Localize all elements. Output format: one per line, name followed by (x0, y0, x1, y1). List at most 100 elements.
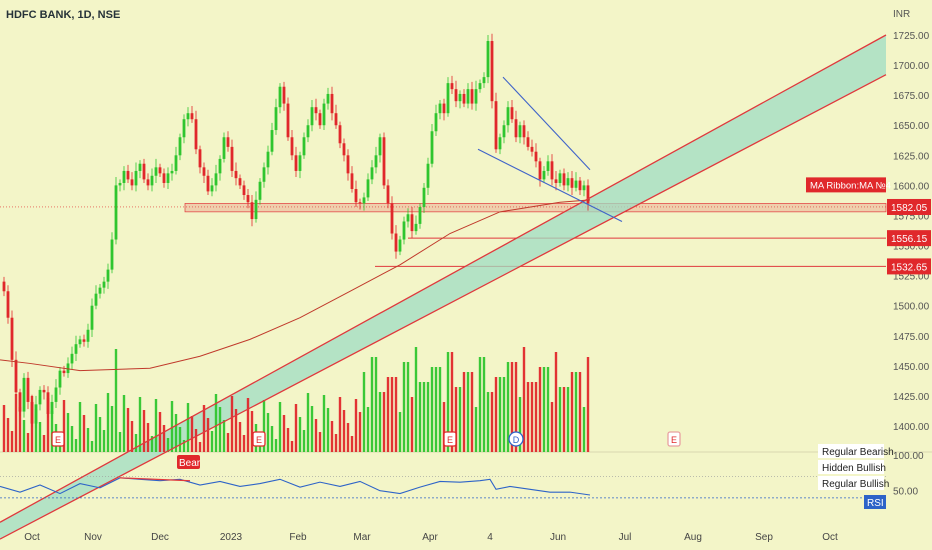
volume-bar (582, 407, 586, 452)
candle-body (410, 214, 414, 232)
candle-body (502, 125, 506, 138)
candle-body (422, 187, 426, 208)
volume-bar (342, 410, 346, 452)
volume-bar (526, 382, 530, 452)
volume-bar (290, 441, 294, 452)
candle-body (282, 86, 286, 104)
volume-bar (190, 416, 194, 452)
earnings-e: E (51, 431, 65, 447)
candle-body (94, 293, 98, 306)
candle-body (394, 233, 398, 252)
candle-body (182, 119, 186, 138)
candle-body (534, 151, 538, 162)
volume-bar (50, 411, 54, 452)
candle-body (290, 137, 294, 156)
candle-body (426, 163, 430, 188)
y-tick-label: 1650.00 (893, 121, 930, 132)
volume-bar (70, 426, 74, 452)
volume-bar (378, 392, 382, 452)
volume-bar (554, 352, 558, 452)
volume-bar (42, 435, 46, 452)
y-tick-label: 1400.00 (893, 422, 930, 433)
volume-bar (158, 412, 162, 452)
currency-label: INR (893, 9, 910, 20)
y-tick-label: 1600.00 (893, 181, 930, 192)
candle-body (6, 291, 10, 318)
volume-bar (318, 432, 322, 452)
candle-body (178, 137, 182, 156)
candle-body (86, 329, 90, 342)
volume-bar (134, 434, 138, 452)
candle-body (210, 185, 214, 192)
volume-bar (426, 382, 430, 452)
volume-bar (330, 421, 334, 452)
y-tick-label: 1675.00 (893, 91, 930, 102)
bear-label: Bear (179, 458, 201, 469)
candle-body (406, 214, 410, 222)
y-tick-label: 1725.00 (893, 31, 930, 42)
x-tick-label: Dec (151, 532, 169, 543)
candle-body (434, 113, 438, 132)
marker-label: E (671, 435, 677, 445)
candle-body (570, 178, 574, 188)
volume-bar (174, 414, 178, 452)
volume-bar (350, 436, 354, 452)
candle-body (522, 125, 526, 138)
candle-body (446, 83, 450, 114)
volume-bar (478, 357, 482, 452)
volume-bar (322, 395, 326, 452)
volume-bar (226, 433, 230, 452)
candle-body (442, 103, 446, 114)
rsi-legend-item: Regular Bearish (822, 447, 894, 458)
candle-body (70, 353, 74, 364)
wedge-lower (477, 148, 623, 222)
candle-body (110, 239, 114, 270)
volume-bar (122, 395, 126, 452)
rsi-tag-bg (864, 495, 886, 509)
candle-body (462, 93, 466, 104)
volume-bar (466, 372, 470, 452)
volume-bar (206, 418, 210, 452)
candle-body (470, 89, 474, 104)
volume-bar (550, 402, 554, 452)
y-tick-label: 1700.00 (893, 61, 930, 72)
rsi-line (0, 477, 591, 496)
volume-bar (130, 421, 134, 452)
volume-bar (414, 347, 418, 452)
volume-bar (382, 392, 386, 452)
x-tick-label: Feb (289, 532, 307, 543)
candle-body (582, 185, 586, 191)
candle-body (574, 180, 578, 188)
volume-bar (434, 367, 438, 452)
candle-body (374, 155, 378, 168)
candle-body (154, 167, 158, 176)
volume-bar (314, 419, 318, 452)
candle-body (330, 93, 334, 114)
x-tick-label: Jun (550, 532, 566, 543)
candle-body (366, 179, 370, 198)
rsi-legend-bg (818, 460, 884, 474)
volume-bar (214, 394, 218, 452)
volume-bar (362, 372, 366, 452)
candle-body (378, 137, 382, 156)
candle-body (150, 175, 154, 186)
volume-bar (474, 407, 478, 452)
candle-body (58, 370, 62, 388)
candle-body (562, 173, 566, 186)
earnings-e: E (252, 431, 266, 447)
candle-body (354, 188, 358, 203)
volume-bar (418, 382, 422, 452)
candle-body (402, 221, 406, 240)
y-tick-label: 1625.00 (893, 151, 930, 162)
ma-line (0, 199, 591, 372)
rsi-legend-item: Hidden Bullish (822, 463, 886, 474)
volume-bar (446, 352, 450, 452)
volume-bar (354, 399, 358, 452)
candle-body (126, 170, 130, 180)
candle-body (322, 103, 326, 126)
candle-body (466, 89, 470, 104)
candle-body (438, 103, 442, 114)
candle-body (190, 113, 194, 120)
candle-body (250, 202, 254, 220)
